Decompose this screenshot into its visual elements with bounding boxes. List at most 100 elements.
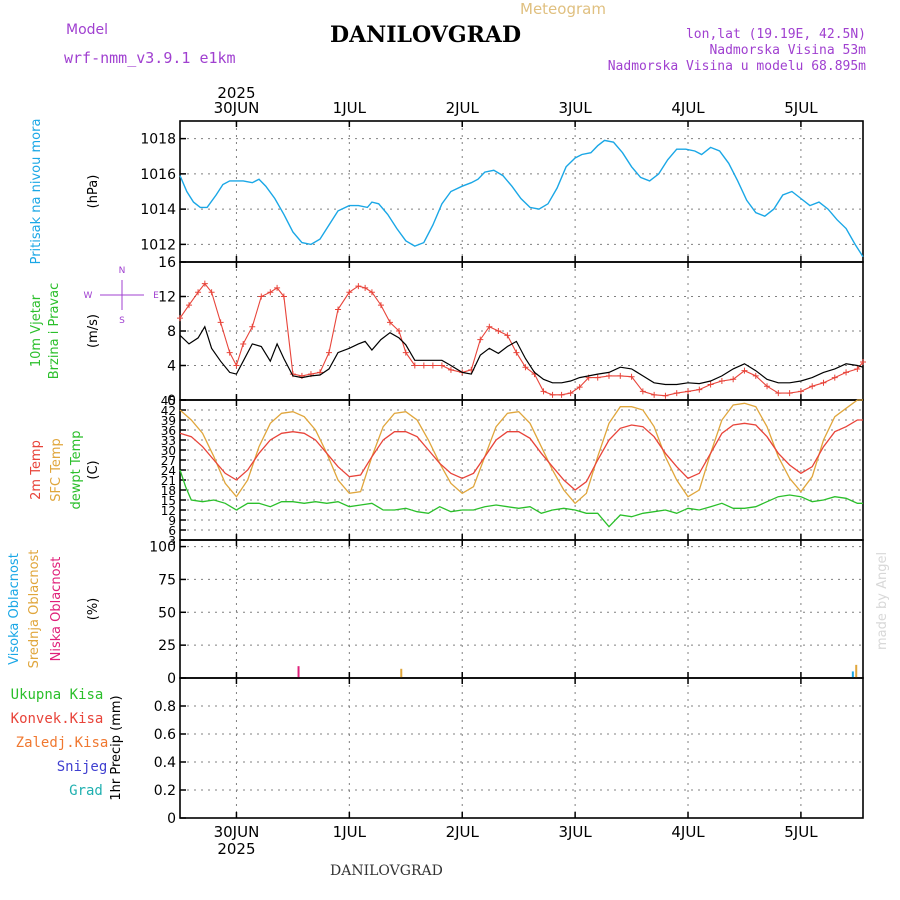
gust-marker [707,381,714,388]
bottom-day-label: 5JUL [784,823,818,841]
precip-legend-item: Grad [69,783,103,799]
y-tick-label: 6 [168,524,176,538]
y-tick-label: 27 [161,454,176,468]
y-tick-label: 1016 [140,167,176,183]
gust-marker [386,319,393,326]
gust-marker [362,284,369,291]
compass-north: N [119,266,126,276]
y-tick-label: 100 [149,540,176,556]
panel-title: Pritisak na nivou mora [29,119,44,265]
y-tick-label: 12 [158,290,176,306]
gust-marker [854,365,861,372]
model-name: wrf-nmm_v3.9.1 e1km [64,49,236,67]
gust-marker [522,364,529,371]
gust-marker [730,376,737,383]
gust-marker [208,289,215,296]
gust-marker [617,372,624,379]
gust-marker [860,359,866,366]
gust-marker [326,349,333,356]
gust-marker [240,340,247,347]
compass-south: S [119,316,125,326]
gust-marker [673,390,680,397]
gust-marker [685,388,692,395]
gust-marker [411,362,418,369]
y-tick-label: 25 [158,638,176,654]
dewpoint-line [179,469,863,528]
bottom-year-label: 2025 [217,840,255,858]
gust-marker [267,289,274,296]
y-tick-label: 1012 [140,237,176,253]
model-elevation-text: Nadmorska Visina u modelu 68.895m [608,59,866,74]
top-day-label: 4JUL [671,99,705,117]
panel-frame [179,677,864,819]
pressure-panel: 1012 1014 1016 1018 Pritisak na nivou mora (h… [29,119,864,265]
panel-title: Niska Oblacnost [49,557,64,662]
y-tick-label: 39 [161,414,176,428]
gust-marker [346,289,353,296]
bottom-day-label: 3JUL [558,823,592,841]
gust-marker [594,374,601,381]
y-tick-label: 18 [161,484,176,498]
y-tick-label: 1018 [140,132,176,148]
pressure-line [179,139,864,258]
y-tick-label: 4 [167,359,176,375]
y-tick-label: 9 [168,514,176,528]
model-label: Model [66,22,108,38]
gust-marker [186,302,193,309]
y-tick-label: 42 [161,404,176,418]
y-tick-label: 1014 [140,202,176,218]
gust-marker [201,280,208,287]
gust-marker [558,391,565,398]
panel-title: 1hr Precip (mm) [109,695,124,800]
gust-marker [843,369,850,376]
y-tick-label: 12 [161,504,176,518]
footer-station: DANILOVGRAD [330,863,443,879]
gust-marker [258,293,265,300]
y-tick-label: 50 [158,605,176,621]
gust-marker [540,388,547,395]
wind-panel: 0 4 8 12 16 10m Vjetar Brzina i Pravac (m/s) N W E… [29,255,866,409]
gust-marker [368,289,375,296]
gust-marker [495,328,502,334]
bottom-day-label: 30JUN [214,823,260,841]
panel-title: SFC Temp [49,438,64,502]
gust-marker [651,391,658,398]
y-tick-label: 15 [161,494,176,508]
gust-marker [605,372,612,379]
precip-legend-item: Zaledj.Kisa [16,735,109,751]
gust-marker [335,306,342,313]
gust-line [179,282,864,397]
y-tick-label: 0 [167,393,176,409]
panel-title: Srednja Oblacnost [27,550,42,669]
panel-title: dewpt Temp [69,430,84,509]
elevation-text: Nadmorska Visina 53m [709,43,866,58]
location-text: lon,lat (19.19E, 42.5N) [686,27,866,42]
gust-marker [402,349,409,356]
top-day-label: 2JUL [446,99,480,117]
gust-marker [486,323,493,330]
y-tick-label: 0 [167,671,176,687]
precip-legend-item: Ukupna Kisa [11,687,104,703]
panel-frame [179,120,864,263]
panel-title: 2m Temp [29,440,44,500]
clouds-panel: 0 25 50 75 100 Visoka Oblacnost Srednja Oblacn… [7,539,864,687]
gust-marker [513,349,520,356]
gust-marker [567,390,574,397]
panel-unit: (%) [86,598,101,621]
gust-marker [549,391,556,398]
y-tick-label: 21 [161,474,176,488]
panel-title: Brzina i Pravac [47,283,62,380]
temp-2m-line [179,419,863,491]
gust-marker [797,388,804,395]
precip-legend-item: Konvek.Kisa [11,711,104,727]
gust-marker [177,315,183,322]
panel-unit: (hPa) [86,175,101,209]
y-tick-label: 30 [161,444,176,458]
y-tick-label: 16 [158,255,176,271]
y-tick-label: 0.4 [154,755,176,771]
gust-marker [377,302,384,309]
